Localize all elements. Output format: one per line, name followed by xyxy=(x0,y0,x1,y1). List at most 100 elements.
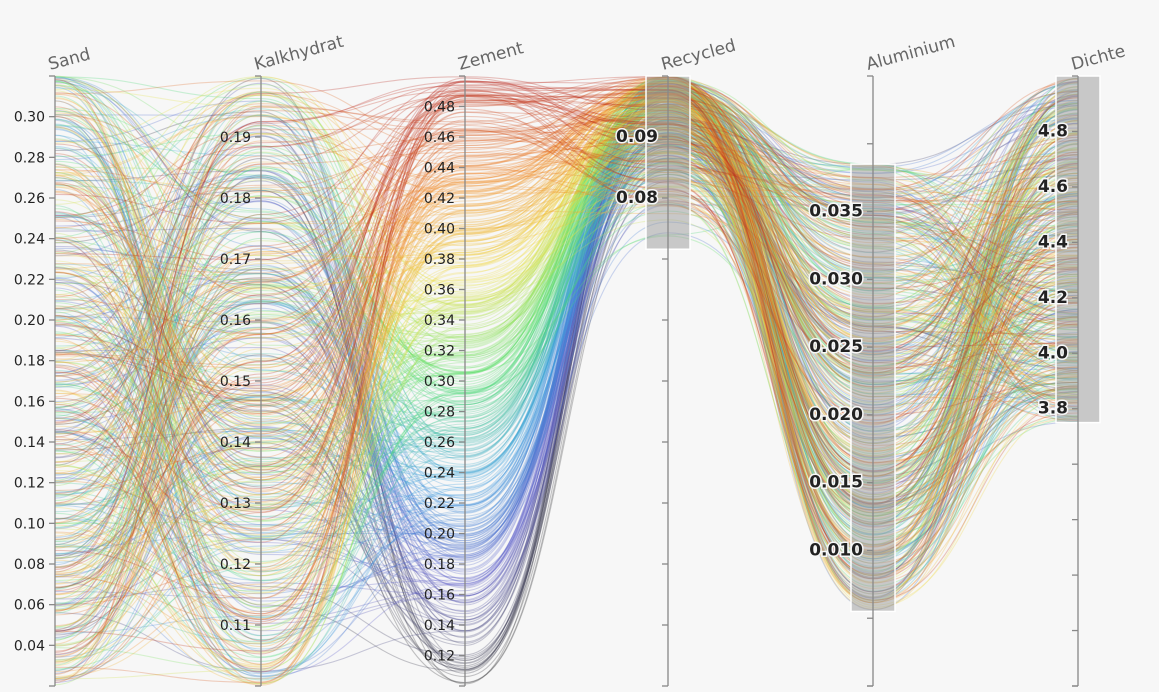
data-line xyxy=(54,86,1079,576)
tick-label: 0.15 xyxy=(220,374,251,390)
data-line xyxy=(54,77,1079,513)
data-line xyxy=(54,100,1079,609)
data-line xyxy=(54,105,1079,685)
data-line xyxy=(54,94,1079,639)
data-line xyxy=(54,81,1079,326)
data-line xyxy=(54,108,1079,546)
data-line xyxy=(54,78,1079,628)
tick-label: 0.26 xyxy=(14,191,45,207)
axis-title-aluminium[interactable]: Aluminium xyxy=(864,32,957,75)
tick-label: 4.2 xyxy=(1038,288,1068,308)
axis-title-sand[interactable]: Sand xyxy=(46,44,92,74)
axis-title-kalkhydrat[interactable]: Kalkhydrat xyxy=(252,32,346,75)
tick-label: 0.22 xyxy=(14,272,45,288)
data-line xyxy=(54,102,1079,624)
tick-label: 0.24 xyxy=(424,466,455,482)
data-line xyxy=(54,101,1079,645)
data-line xyxy=(54,124,1079,578)
data-line xyxy=(54,157,1079,523)
tick-label: 0.26 xyxy=(424,435,455,451)
tick-label: 0.12 xyxy=(220,557,251,573)
data-line xyxy=(54,119,1079,611)
axis-dichte: 3.8 4.0 4.2 4.4 4.6 4.8 Dichte xyxy=(1036,41,1127,687)
data-line xyxy=(54,80,1079,252)
data-line xyxy=(54,169,1079,684)
data-line xyxy=(54,94,1079,612)
axis-title-zement[interactable]: Zement xyxy=(456,38,526,75)
data-line xyxy=(54,100,1079,546)
data-line xyxy=(54,98,1079,585)
data-line xyxy=(54,82,1079,556)
tick-label: 4.0 xyxy=(1038,343,1068,363)
data-line xyxy=(54,116,1079,588)
data-line xyxy=(54,104,1079,528)
data-line xyxy=(54,94,1079,388)
tick-label: 0.10 xyxy=(14,516,45,532)
data-line xyxy=(54,75,1079,532)
data-line xyxy=(54,116,1079,580)
tick-label: 0.20 xyxy=(14,313,45,329)
data-line xyxy=(54,122,1079,679)
tick-label: 0.28 xyxy=(14,150,45,166)
tick-label: 0.16 xyxy=(14,394,45,410)
data-line xyxy=(54,164,1079,413)
tick-label: 0.28 xyxy=(424,405,455,421)
data-line xyxy=(54,144,1079,537)
data-line xyxy=(54,147,1079,511)
data-line xyxy=(54,146,1079,375)
data-line xyxy=(54,81,1079,327)
data-line xyxy=(54,114,1079,611)
tick-label: 0.08 xyxy=(616,188,658,208)
data-line xyxy=(54,132,1079,653)
data-line xyxy=(54,101,1079,554)
data-line xyxy=(54,81,1079,541)
data-line xyxy=(54,93,1079,551)
data-line xyxy=(54,92,1079,601)
axis-title-dichte[interactable]: Dichte xyxy=(1069,41,1127,75)
data-line xyxy=(54,98,1079,577)
data-line xyxy=(54,114,1079,457)
data-line xyxy=(54,98,1079,670)
data-line xyxy=(54,93,1079,373)
tick-label: 0.18 xyxy=(14,354,45,370)
data-line xyxy=(54,94,1079,387)
data-line xyxy=(54,90,1079,290)
data-line xyxy=(54,121,1079,545)
data-line xyxy=(54,75,1079,522)
axis-title-recycled[interactable]: Recycled xyxy=(659,36,738,75)
data-line xyxy=(54,113,1079,650)
data-line xyxy=(54,86,1079,671)
data-line xyxy=(54,110,1079,611)
data-line xyxy=(54,130,1079,683)
data-line xyxy=(54,194,1079,412)
data-line xyxy=(54,81,1079,601)
data-line xyxy=(54,128,1079,508)
tick-label: 4.4 xyxy=(1038,232,1068,252)
data-line xyxy=(54,122,1079,555)
data-line xyxy=(54,133,1079,437)
data-line xyxy=(54,152,1079,500)
data-line xyxy=(54,108,1079,592)
data-line xyxy=(54,76,1079,576)
data-line xyxy=(54,112,1079,496)
data-line xyxy=(54,89,1079,615)
tick-label: 0.34 xyxy=(424,313,455,329)
data-line xyxy=(54,82,1079,623)
data-line xyxy=(54,76,1079,409)
data-line xyxy=(54,93,1079,644)
tick-label: 3.8 xyxy=(1038,399,1068,419)
data-line xyxy=(54,86,1079,600)
data-line xyxy=(54,109,1079,339)
tick-label: 0.09 xyxy=(616,127,658,147)
data-line xyxy=(54,106,1079,536)
tick-label: 0.11 xyxy=(220,618,251,634)
data-line xyxy=(54,86,1079,425)
data-line xyxy=(54,83,1079,583)
data-line xyxy=(54,136,1079,680)
tick-label: 0.14 xyxy=(14,435,45,451)
tick-label: 0.06 xyxy=(14,598,45,614)
data-line xyxy=(54,84,1079,661)
data-line xyxy=(54,122,1079,593)
tick-label: 0.010 xyxy=(809,540,863,560)
data-line xyxy=(54,111,1079,612)
